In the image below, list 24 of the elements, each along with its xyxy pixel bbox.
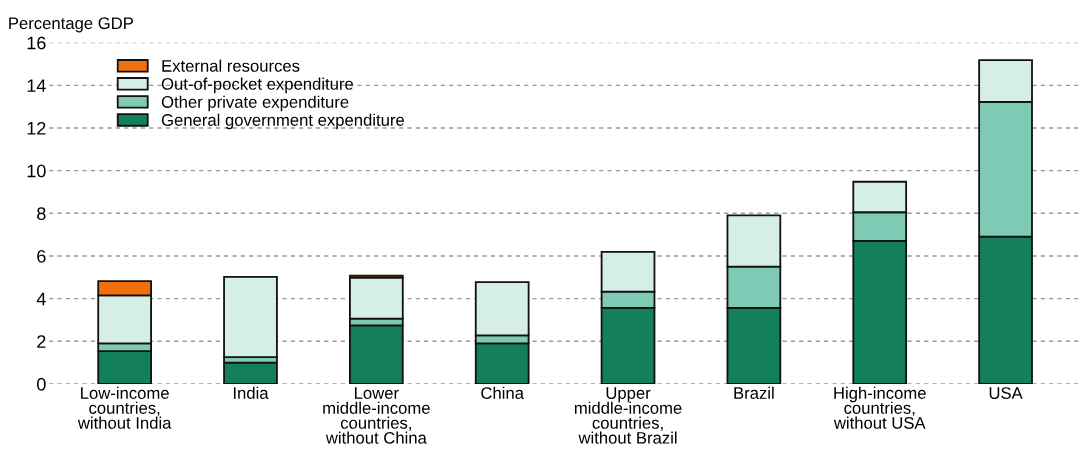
- y-tick-label: 4: [36, 292, 46, 306]
- legend-label: Other private expenditure: [161, 95, 349, 112]
- x-tick-label: Brazil: [734, 386, 774, 399]
- y-axis-title: Percentage GDP: [9, 17, 133, 33]
- y-tick-label: 8: [37, 207, 46, 221]
- x-tick-label: High-income countries, without USA: [833, 386, 926, 429]
- x-tick-label: Low-income countries, without India: [77, 386, 172, 429]
- y-tick-label: 16: [27, 36, 46, 50]
- y-tick-label: 0: [37, 377, 46, 391]
- bar: [349, 324, 404, 384]
- y-tick-label: 2: [37, 335, 46, 348]
- legend-label: General government expenditure: [161, 113, 404, 130]
- y-tick-label: 6: [37, 249, 46, 263]
- x-tick-label: USA: [989, 387, 1023, 399]
- x-tick-label: China: [481, 386, 524, 399]
- legend-label: Out-of-pocket expenditure: [161, 77, 354, 94]
- x-tick-label: Lower middle-income countries, without China: [323, 387, 430, 444]
- x-tick-label: India: [233, 386, 269, 399]
- legend-label: External resources: [162, 59, 300, 72]
- y-tick-label: 14: [27, 79, 46, 92]
- y-tick-label: 12: [27, 121, 46, 135]
- bar: [223, 361, 278, 384]
- x-tick-label: Upper middle-income countries, without Brazil: [574, 387, 682, 444]
- y-tick-label: 10: [27, 164, 46, 178]
